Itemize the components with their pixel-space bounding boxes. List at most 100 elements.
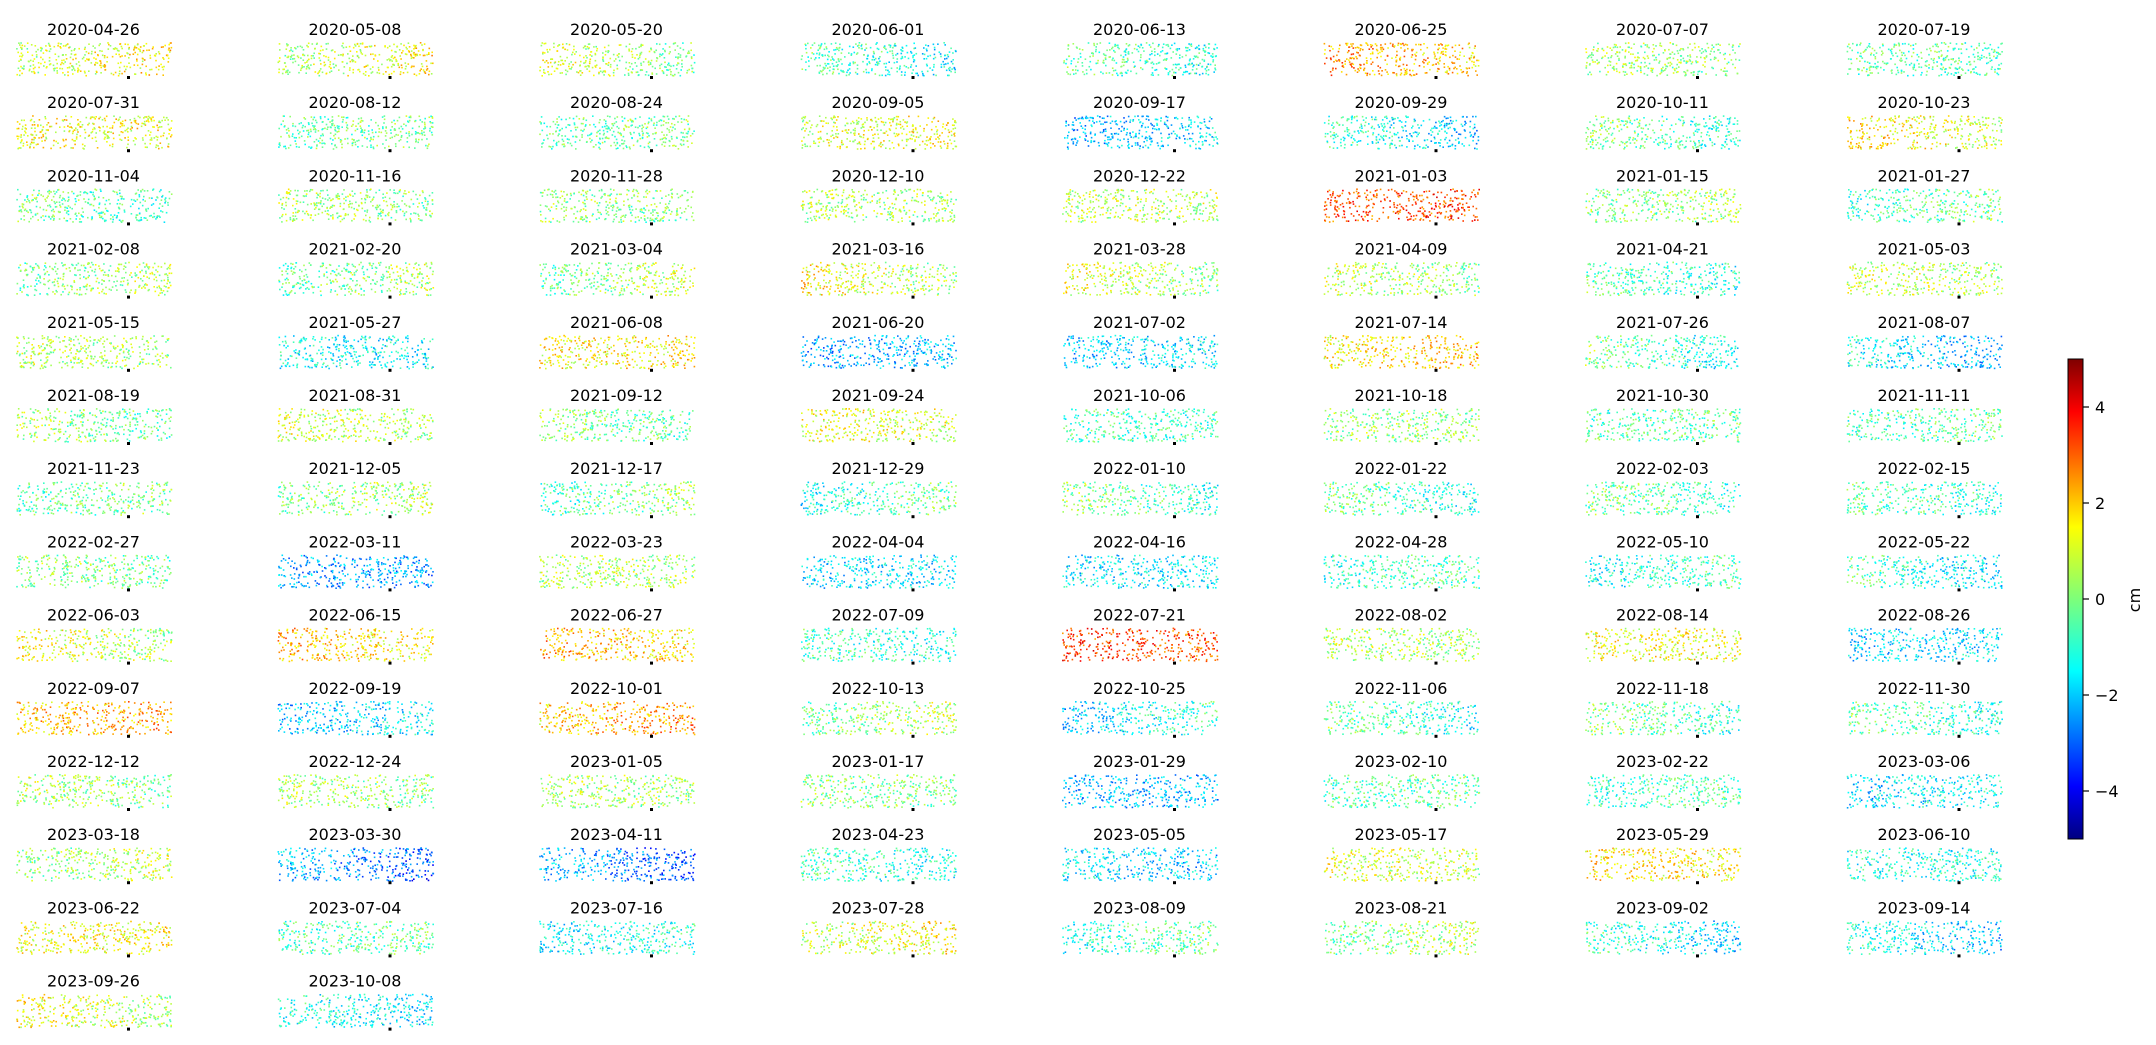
panel-pixels <box>1323 847 1480 882</box>
panel-title: 2022-10-13 <box>832 679 925 698</box>
panel-title: 2022-06-15 <box>309 606 402 625</box>
panel-title: 2022-07-09 <box>832 606 925 625</box>
panel-pixels <box>1585 554 1742 589</box>
reference-point-marker <box>1434 881 1438 885</box>
reference-point-marker <box>388 222 392 226</box>
reference-point-marker <box>127 588 130 592</box>
panel-2023-05-05: 2023-05-05 <box>1062 825 1219 885</box>
panel-pixels <box>1063 408 1219 443</box>
panel-2023-02-22: 2023-02-22 <box>1586 752 1742 811</box>
panel-pixels <box>1323 188 1480 223</box>
panel-title: 2023-07-28 <box>832 898 925 917</box>
reference-point-marker <box>911 442 915 445</box>
reference-point-marker <box>650 76 653 79</box>
panel-title: 2021-11-23 <box>47 459 140 478</box>
panel-pixels <box>277 408 434 443</box>
panel-pixels <box>16 261 173 297</box>
panel-2020-09-05: 2020-09-05 <box>801 93 958 153</box>
panel-2021-12-17: 2021-12-17 <box>540 459 696 519</box>
reference-point-marker <box>388 881 392 885</box>
panel-title: 2022-03-11 <box>309 532 402 551</box>
panel-title: 2023-02-10 <box>1355 752 1448 771</box>
panel-2022-04-28: 2022-04-28 <box>1323 532 1480 592</box>
panel-2022-03-23: 2022-03-23 <box>539 532 696 592</box>
panel-pixels <box>1323 554 1480 589</box>
colorbar-tick-label: 0 <box>2095 590 2105 609</box>
panel-title: 2021-05-15 <box>47 313 140 332</box>
reference-point-marker <box>1173 515 1176 519</box>
panel-title: 2022-10-01 <box>570 679 663 698</box>
panel-pixels <box>278 334 434 370</box>
panel-title: 2021-06-08 <box>570 313 663 332</box>
panel-title: 2022-09-07 <box>47 679 140 698</box>
panel-pixels <box>1062 920 1219 955</box>
reference-point-marker <box>1957 442 1961 445</box>
reference-point-marker <box>1696 881 1699 885</box>
panel-pixels <box>278 261 435 297</box>
panel-title: 2021-05-27 <box>309 313 402 332</box>
panel-pixels <box>801 115 958 150</box>
panel-pixels <box>539 920 696 955</box>
panel-pixels <box>1585 334 1739 370</box>
panel-2022-06-03: 2022-06-03 <box>16 606 173 665</box>
panel-title: 2023-04-23 <box>832 825 925 844</box>
reference-point-marker <box>1696 515 1699 519</box>
panel-pixels <box>16 481 173 516</box>
panel-2020-09-17: 2020-09-17 <box>1064 93 1219 153</box>
panel-title: 2022-01-22 <box>1355 459 1448 478</box>
panel-title: 2022-10-25 <box>1093 679 1186 698</box>
panel-pixels <box>800 774 957 809</box>
panel-2022-10-25: 2022-10-25 <box>1062 679 1219 738</box>
panel-title: 2023-07-16 <box>570 898 663 917</box>
panel-2022-08-02: 2022-08-02 <box>1323 606 1480 665</box>
panel-pixels <box>1847 115 2003 150</box>
panel-pixels <box>16 115 173 150</box>
panel-2022-02-15: 2022-02-15 <box>1846 459 2002 519</box>
reference-point-marker <box>388 734 392 738</box>
reference-point-marker <box>1434 588 1438 592</box>
panel-2021-01-27: 2021-01-27 <box>1846 166 2003 226</box>
panel-title: 2020-12-22 <box>1093 166 1186 185</box>
panel-2020-06-01: 2020-06-01 <box>800 20 957 79</box>
panel-pixels <box>1585 627 1742 663</box>
panel-pixels <box>1323 334 1480 369</box>
reference-point-marker <box>1173 734 1176 738</box>
reference-point-marker <box>1957 661 1961 665</box>
panel-title: 2021-07-14 <box>1355 313 1448 332</box>
reference-point-marker <box>650 954 653 958</box>
reference-point-marker <box>1434 368 1438 372</box>
reference-point-marker <box>1173 295 1176 299</box>
panel-pixels <box>16 627 173 663</box>
panel-title: 2021-11-11 <box>1878 386 1971 405</box>
reference-point-marker <box>1173 881 1176 885</box>
reference-point-marker <box>127 222 130 226</box>
panel-2021-04-21: 2021-04-21 <box>1586 240 1741 299</box>
panel-title: 2020-12-10 <box>832 166 925 185</box>
panel-title: 2020-10-11 <box>1616 93 1709 112</box>
panel-pixels <box>1846 920 2003 955</box>
panel-pixels <box>1848 627 2003 663</box>
reference-point-marker <box>1434 954 1438 958</box>
panel-title: 2023-07-04 <box>309 898 402 917</box>
panel-pixels <box>1062 627 1219 663</box>
panel-pixels <box>1323 627 1480 663</box>
panel-2020-10-23: 2020-10-23 <box>1847 93 2003 153</box>
panel-pixels <box>801 408 957 443</box>
reference-point-marker <box>1696 954 1699 958</box>
reference-point-marker <box>911 588 915 592</box>
panel-2023-09-02: 2023-09-02 <box>1585 898 1742 958</box>
panel-pixels <box>1062 700 1219 736</box>
panel-pixels <box>800 42 957 77</box>
reference-point-marker <box>388 661 392 665</box>
panel-title: 2022-12-12 <box>47 752 140 771</box>
panel-pixels <box>277 847 435 882</box>
reference-point-marker <box>388 954 392 958</box>
colorbar-ticks: 4 2 0 −2 −4 <box>2083 398 2119 801</box>
panel-pixels <box>1323 481 1480 516</box>
panel-pixels <box>539 408 694 442</box>
panel-pixels <box>1062 188 1219 223</box>
panel-2022-11-18: 2022-11-18 <box>1585 679 1741 738</box>
reference-point-marker <box>127 954 130 958</box>
panel-2021-01-03: 2021-01-03 <box>1323 166 1480 226</box>
